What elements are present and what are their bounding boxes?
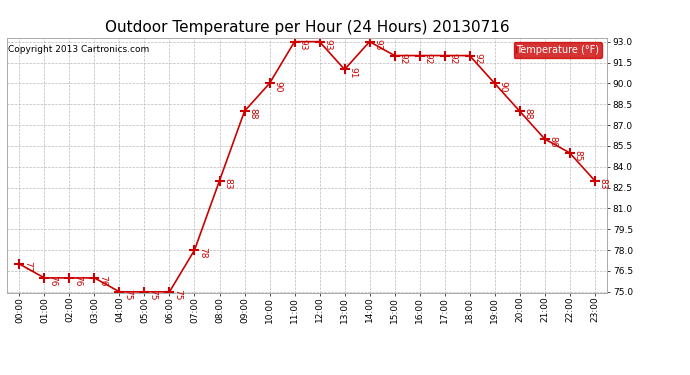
Text: 93: 93 [373,39,382,50]
Text: 83: 83 [598,178,607,189]
Text: 93: 93 [298,39,307,50]
Text: 86: 86 [549,136,558,148]
Text: 75: 75 [124,289,132,300]
Text: 90: 90 [498,81,507,92]
Text: 78: 78 [198,248,207,259]
Text: 75: 75 [173,289,182,300]
Text: 76: 76 [98,275,107,286]
Text: 92: 92 [424,53,433,64]
Text: 92: 92 [448,53,457,64]
Text: 85: 85 [573,150,582,162]
Text: 92: 92 [398,53,407,64]
Text: 88: 88 [248,108,257,120]
Text: 90: 90 [273,81,282,92]
Title: Outdoor Temperature per Hour (24 Hours) 20130716: Outdoor Temperature per Hour (24 Hours) … [105,20,509,35]
Text: 88: 88 [524,108,533,120]
Text: 76: 76 [73,275,82,286]
Text: 83: 83 [224,178,233,189]
Text: 91: 91 [348,67,357,78]
Text: 93: 93 [324,39,333,50]
Text: 75: 75 [148,289,157,300]
Text: 92: 92 [473,53,482,64]
Text: 76: 76 [48,275,57,286]
Legend: Temperature (°F): Temperature (°F) [513,42,602,58]
Text: 77: 77 [23,261,32,273]
Text: Copyright 2013 Cartronics.com: Copyright 2013 Cartronics.com [8,45,149,54]
